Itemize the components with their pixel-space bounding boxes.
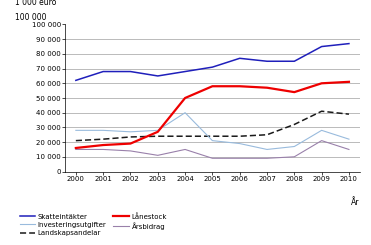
Landskapsandelar [101, 138, 105, 141]
Skatteintäkter [265, 60, 269, 63]
Line: Skatteintäkter: Skatteintäkter [76, 44, 349, 80]
Skatteintäkter [347, 42, 351, 45]
Skatteintäkter [319, 45, 324, 48]
Skatteintäkter [155, 74, 160, 77]
Årsbidrag [155, 154, 160, 157]
Landskapsandelar [128, 135, 133, 138]
Investeringsutgifter [101, 129, 105, 132]
Landskapsandelar [73, 139, 78, 142]
Line: Investeringsutgifter: Investeringsutgifter [76, 113, 349, 149]
Investeringsutgifter [73, 129, 78, 132]
Lånestock [265, 86, 269, 89]
Årsbidrag [183, 148, 187, 151]
Landskapsandelar [265, 133, 269, 136]
Årsbidrag [210, 157, 214, 160]
Landskapsandelar [292, 123, 296, 126]
Investeringsutgifter [183, 111, 187, 114]
Investeringsutgifter [155, 129, 160, 132]
Text: År: År [351, 198, 360, 207]
Landskapsandelar [183, 135, 187, 138]
Landskapsandelar [210, 135, 214, 138]
Årsbidrag [128, 149, 133, 152]
Investeringsutgifter [319, 129, 324, 132]
Landskapsandelar [237, 135, 242, 138]
Skatteintäkter [183, 70, 187, 73]
Text: 100 000: 100 000 [15, 12, 46, 22]
Skatteintäkter [73, 79, 78, 82]
Landskapsandelar [155, 135, 160, 138]
Investeringsutgifter [347, 138, 351, 141]
Investeringsutgifter [292, 145, 296, 148]
Lånestock [128, 142, 133, 145]
Lånestock [183, 97, 187, 99]
Skatteintäkter [237, 57, 242, 60]
Skatteintäkter [128, 70, 133, 73]
Investeringsutgifter [237, 142, 242, 145]
Lånestock [292, 91, 296, 94]
Line: Lånestock: Lånestock [76, 82, 349, 148]
Skatteintäkter [292, 60, 296, 63]
Lånestock [73, 147, 78, 149]
Årsbidrag [101, 148, 105, 151]
Skatteintäkter [210, 66, 214, 69]
Line: Landskapsandelar: Landskapsandelar [76, 111, 349, 141]
Årsbidrag [73, 148, 78, 151]
Lånestock [237, 85, 242, 88]
Lånestock [319, 82, 324, 85]
Årsbidrag [265, 157, 269, 160]
Investeringsutgifter [210, 139, 214, 142]
Legend: Skatteintäkter, Investeringsutgifter, Landskapsandelar, Lånestock, Årsbidrag: Skatteintäkter, Investeringsutgifter, La… [18, 212, 168, 237]
Årsbidrag [319, 139, 324, 142]
Årsbidrag [237, 157, 242, 160]
Lånestock [155, 130, 160, 133]
Årsbidrag [292, 155, 296, 158]
Line: Årsbidrag: Årsbidrag [76, 141, 349, 158]
Lånestock [347, 80, 351, 83]
Text: 1 000 euro: 1 000 euro [15, 0, 56, 7]
Investeringsutgifter [265, 148, 269, 151]
Landskapsandelar [347, 113, 351, 116]
Skatteintäkter [101, 70, 105, 73]
Lånestock [101, 144, 105, 147]
Lånestock [210, 85, 214, 88]
Investeringsutgifter [128, 130, 133, 133]
Årsbidrag [347, 148, 351, 151]
Landskapsandelar [319, 110, 324, 113]
